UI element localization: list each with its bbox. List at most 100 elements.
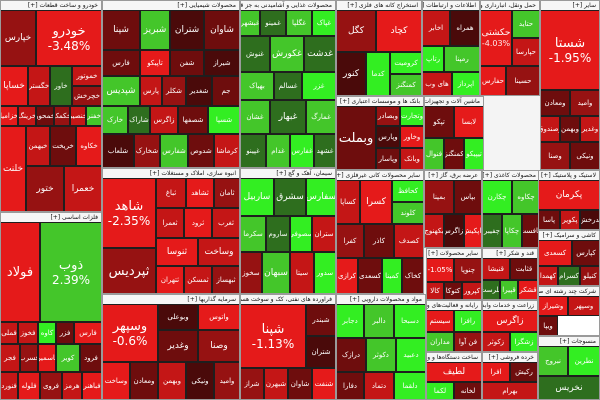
stock-tile[interactable]: کصدف [394,224,423,258]
stock-tile[interactable]: وبانک [400,148,423,169]
stock-tile[interactable]: تاپیکو [140,50,170,76]
stock-tile[interactable]: ثغرب [212,208,239,238]
stock-tile[interactable]: لابسا [454,106,483,138]
stock-tile[interactable]: های وب [423,72,452,95]
stock-tile[interactable]: کسرا [360,180,392,224]
stock-tile[interactable]: پارس [140,76,162,106]
stock-tile[interactable]: کسرام [558,266,580,285]
stock-tile[interactable]: شاهد -2.35% [103,178,156,248]
stock-tile[interactable]: شلعاب [103,134,134,167]
stock-tile[interactable]: خزامیا [1,106,18,126]
stock-tile[interactable]: قنیشا [483,258,510,280]
stock-tile[interactable]: غنوش [241,36,270,72]
stock-tile[interactable]: وشیراز [539,296,568,316]
stock-tile[interactable]: جم [212,76,239,106]
stock-tile[interactable]: چکاوه [512,180,539,214]
stock-tile[interactable]: ثعمرا [156,208,184,238]
stock-tile[interactable]: قشکر [518,280,537,299]
stock-tile[interactable]: کرازی [337,258,358,293]
stock-tile[interactable]: کاذر [364,224,394,258]
stock-tile[interactable]: غپاک [312,10,335,36]
stock-tile[interactable]: کچاد [376,10,421,52]
stock-tile[interactable]: غدام [266,134,290,167]
stock-tile[interactable]: شتران [306,336,335,368]
stock-tile[interactable]: شپدیس [103,76,140,106]
stock-tile[interactable]: کنیلو [580,266,599,285]
stock-tile[interactable]: غشهد [314,134,335,167]
stock-tile[interactable]: کخاک [402,258,423,293]
stock-tile[interactable]: ساربیل [241,178,274,216]
stock-tile[interactable]: سخوز [241,252,262,293]
stock-tile[interactable]: فولاد [1,222,40,322]
stock-tile[interactable]: غفارس [290,134,314,167]
stock-tile[interactable]: اپرداز [452,72,479,95]
stock-tile[interactable]: فباهنر [82,372,101,399]
stock-tile[interactable]: کسعدی [539,240,572,266]
stock-tile[interactable]: شپنا [103,10,140,50]
stock-tile[interactable]: شبهرن [264,368,288,399]
stock-tile[interactable]: مداران [427,332,454,351]
stock-tile[interactable]: خعمرا [64,166,101,211]
stock-tile[interactable]: خرینگ [18,106,36,126]
stock-tile[interactable]: وساخت [103,362,130,399]
stock-tile[interactable]: غزر [302,72,335,100]
stock-tile[interactable]: ثشاهد [186,178,214,208]
stock-tile[interactable]: ثپردیس [103,248,156,293]
stock-tile[interactable]: شاوان [288,368,312,399]
stock-tile[interactable]: ونیکی [186,362,214,399]
stock-tile[interactable]: وبملت [337,106,376,169]
stock-tile[interactable]: خبهمن [26,126,50,166]
stock-tile[interactable]: وامید [570,90,599,116]
stock-tile[interactable]: وصنا [541,142,570,169]
stock-tile[interactable]: غپینو [241,134,266,167]
stock-tile[interactable]: رتاپ [423,46,444,72]
stock-tile[interactable]: اخابر [423,10,450,46]
stock-tile[interactable]: شکلر [162,76,186,106]
stock-tile[interactable]: بهپاک [241,72,274,100]
stock-tile[interactable]: سصوفی [290,216,312,252]
stock-tile[interactable]: کحافظ [392,180,423,202]
stock-tile[interactable]: وخاور [400,126,423,148]
stock-tile[interactable]: وسپهر -0.6% [103,304,158,362]
stock-tile[interactable]: کمینا [382,258,402,293]
stock-tile[interactable]: فنورد [1,372,18,399]
stock-tile[interactable]: زشگزا [510,332,537,351]
stock-tile[interactable]: ومعادن [130,362,158,399]
stock-tile[interactable]: غبهار [270,100,306,134]
stock-tile[interactable]: ذوب 2.39% [40,222,101,322]
stock-tile[interactable]: نطرین [568,346,599,376]
stock-tile[interactable]: غشان [241,100,270,134]
stock-tile[interactable]: خکاوه [76,126,101,166]
stock-tile[interactable]: شپنا -1.13% [241,304,306,368]
stock-tile[interactable]: خکمک [54,106,70,126]
stock-tile[interactable]: شنفت [312,368,335,399]
stock-tile[interactable]: رمپنا [444,46,479,72]
stock-tile[interactable]: وتجارت [400,106,423,126]
stock-tile[interactable]: کپارس [572,240,599,266]
stock-tile[interactable]: شبندر [306,304,335,336]
stock-tile[interactable]: خفنر [86,106,101,126]
stock-tile[interactable]: حسینا [506,66,539,95]
stock-tile[interactable]: نخریس [539,376,599,399]
stock-tile[interactable]: وساخت [198,238,239,266]
stock-tile[interactable]: تپکو [425,106,454,138]
stock-tile[interactable]: وسپهر [568,296,599,316]
stock-tile[interactable]: شفارس [160,134,188,167]
stock-tile[interactable]: غکورش [270,36,304,72]
stock-tile[interactable]: ثمسکن [184,266,212,293]
stock-tile[interactable]: خموتور [72,66,101,86]
stock-tile[interactable]: کفرا [337,224,364,258]
stock-tile[interactable]: قپیرا [500,280,518,299]
stock-tile[interactable]: فملی [1,322,18,344]
stock-tile[interactable]: غدشت [304,36,335,72]
stock-tile[interactable]: شفن [170,50,204,76]
stock-tile[interactable]: وپاسار [376,148,400,169]
stock-tile[interactable]: دسبحا [394,304,425,338]
stock-tile[interactable]: فجر [1,344,20,372]
stock-tile[interactable]: خارک [103,106,128,134]
stock-tile[interactable]: شصفها [178,106,208,134]
stock-tile[interactable]: زکوثر [483,332,510,351]
stock-tile[interactable]: شسپا [208,106,239,134]
stock-tile[interactable]: رافزا [454,310,481,332]
stock-tile[interactable]: بکهنوج [425,214,444,247]
